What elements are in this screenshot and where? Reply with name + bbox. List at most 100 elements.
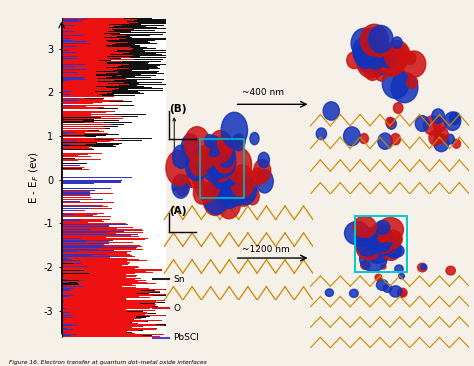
Bar: [62, 66, 157, 67]
Bar: [62, 105, 134, 106]
Bar: [62, 266, 138, 267]
Circle shape: [203, 178, 229, 214]
Circle shape: [360, 134, 368, 143]
Circle shape: [194, 147, 206, 162]
Bar: [62, 241, 87, 242]
Circle shape: [383, 46, 407, 74]
Bar: [62, 18, 124, 19]
Bar: [62, 332, 64, 333]
Bar: [62, 219, 79, 220]
Bar: [62, 256, 121, 257]
Bar: [62, 147, 135, 148]
Bar: [62, 30, 155, 31]
Bar: [62, 290, 141, 291]
Circle shape: [377, 236, 394, 253]
Bar: [62, 251, 126, 252]
Bar: [62, 242, 133, 243]
Circle shape: [190, 149, 210, 176]
Bar: [62, 220, 81, 221]
Circle shape: [213, 173, 225, 188]
Bar: [62, 229, 90, 230]
Circle shape: [432, 109, 445, 123]
Bar: [62, 248, 130, 249]
Circle shape: [219, 182, 239, 209]
Bar: [62, 39, 119, 40]
Bar: [62, 216, 111, 217]
Bar: [62, 205, 102, 206]
Bar: [62, 321, 148, 322]
Bar: [62, 149, 94, 150]
Bar: [62, 319, 73, 320]
Bar: [62, 93, 145, 94]
Bar: [62, 282, 69, 283]
Bar: [62, 118, 123, 119]
Bar: [62, 99, 111, 100]
Bar: [62, 228, 117, 229]
Circle shape: [222, 172, 248, 206]
Bar: [62, 300, 165, 301]
Circle shape: [434, 134, 449, 152]
Bar: [62, 280, 83, 281]
Bar: [62, 56, 107, 57]
Circle shape: [386, 117, 394, 127]
Circle shape: [254, 160, 271, 183]
Bar: [62, 219, 110, 220]
Bar: [62, 328, 68, 329]
Bar: [62, 60, 100, 61]
Bar: [62, 50, 111, 51]
Bar: [62, 22, 110, 23]
Bar: [62, 287, 69, 288]
Bar: [62, 91, 107, 92]
Text: PbSCl: PbSCl: [173, 333, 199, 342]
Bar: [62, 311, 143, 312]
Bar: [62, 332, 132, 333]
Bar: [62, 19, 137, 20]
Circle shape: [363, 43, 379, 62]
Bar: [62, 177, 132, 178]
Bar: [62, 328, 155, 329]
Bar: [62, 236, 101, 237]
Circle shape: [193, 181, 210, 204]
Bar: [62, 232, 143, 233]
Bar: [62, 144, 118, 145]
Bar: [62, 173, 95, 174]
Bar: [62, 309, 126, 310]
Bar: [62, 54, 109, 55]
Bar: [62, 294, 165, 295]
Bar: [62, 80, 137, 81]
Bar: [62, 206, 108, 207]
Bar: [62, 23, 129, 24]
Bar: [62, 31, 131, 32]
Bar: [62, 122, 84, 123]
Bar: [62, 53, 113, 54]
Circle shape: [366, 236, 378, 247]
Circle shape: [429, 130, 442, 145]
Bar: [62, 84, 129, 85]
Bar: [62, 37, 132, 38]
Circle shape: [184, 127, 210, 161]
Circle shape: [375, 274, 382, 280]
Bar: [62, 319, 151, 320]
Bar: [62, 54, 117, 55]
Bar: [62, 263, 81, 264]
Circle shape: [360, 28, 386, 57]
Bar: [62, 210, 99, 211]
Bar: [62, 32, 162, 33]
Bar: [62, 85, 100, 86]
Bar: [62, 36, 130, 37]
Bar: [62, 135, 106, 136]
Bar: [62, 313, 63, 314]
Circle shape: [399, 291, 405, 296]
Bar: [62, 43, 157, 44]
Bar: [62, 36, 133, 37]
Bar: [62, 18, 124, 19]
Bar: [62, 238, 128, 239]
Bar: [62, 105, 121, 106]
Bar: [62, 195, 90, 196]
Bar: [62, 18, 151, 19]
Bar: [62, 133, 109, 134]
Circle shape: [386, 244, 401, 258]
Bar: [62, 88, 163, 89]
Bar: [62, 31, 87, 32]
Bar: [62, 25, 164, 26]
